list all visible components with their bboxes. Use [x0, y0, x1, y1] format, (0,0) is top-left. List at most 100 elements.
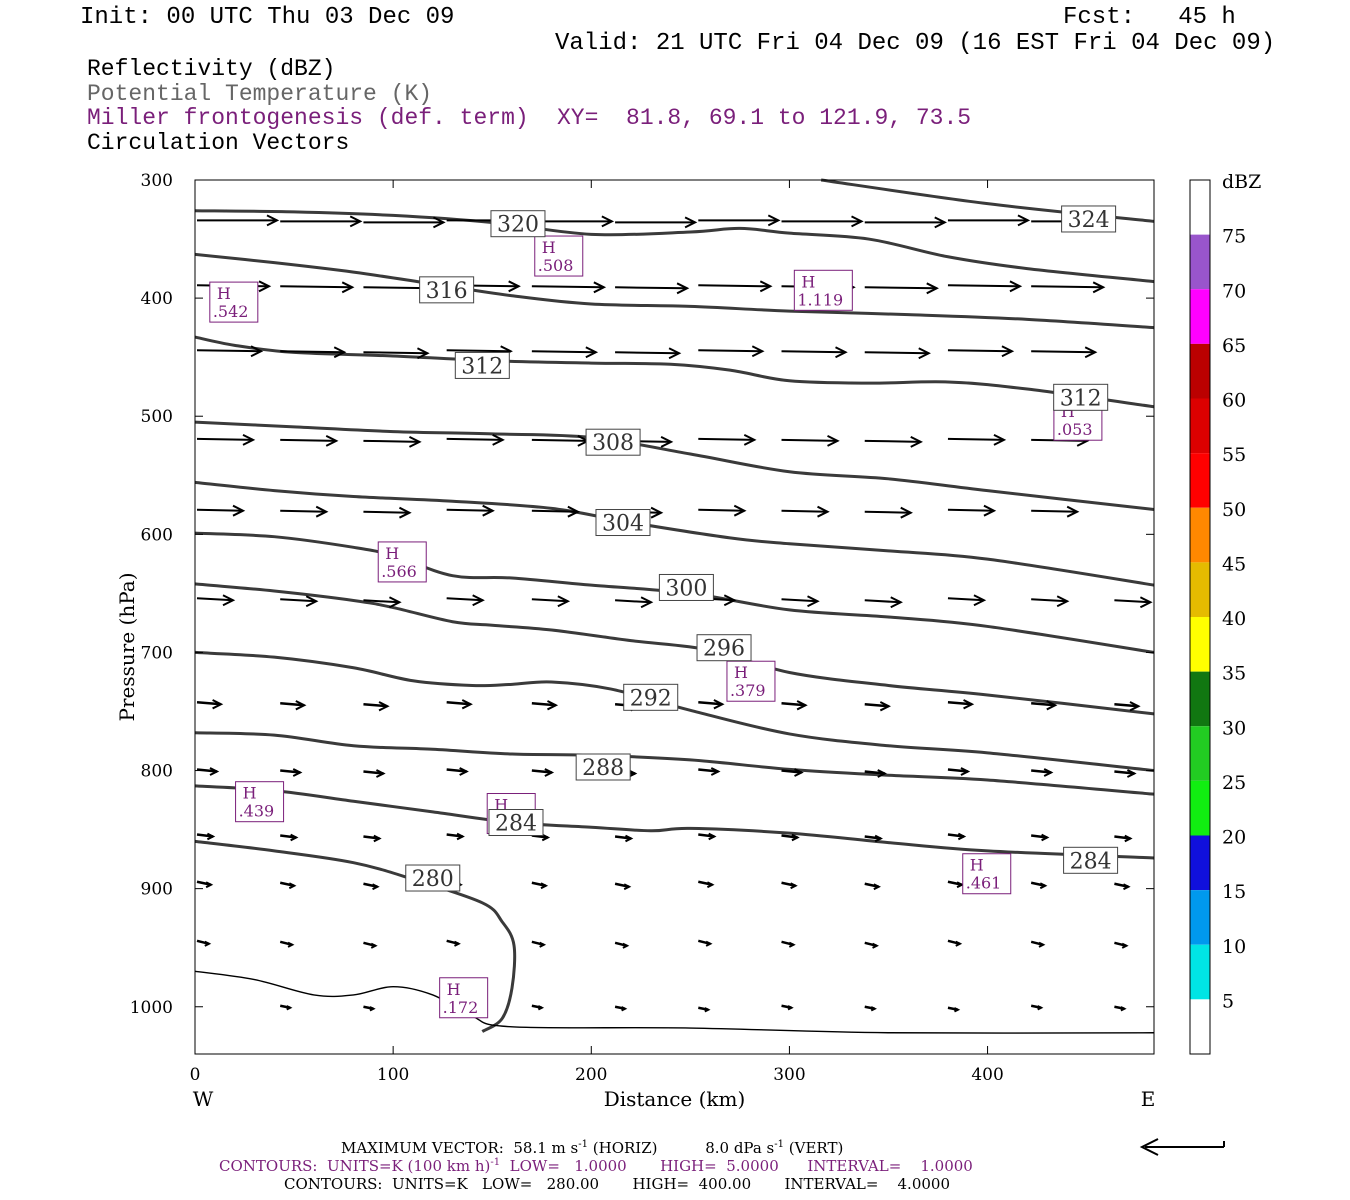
theta-label: 292	[630, 686, 672, 711]
theta-contour-line	[194, 420, 1155, 512]
colorbar-segment	[1190, 726, 1210, 781]
wind-vector-head	[918, 347, 931, 360]
wind-vector-head	[910, 435, 923, 448]
wind-vector	[864, 351, 929, 355]
x-tick-label: 400	[971, 1065, 1003, 1085]
frontogenesis-max-value: .439	[239, 802, 275, 821]
west-label: W	[193, 1087, 214, 1111]
wind-vector-head	[370, 942, 378, 949]
wind-vector-head	[767, 214, 781, 227]
frontogenesis-max-label: H	[970, 856, 984, 875]
wind-vector-head	[704, 1007, 711, 1013]
theta-label-box	[1061, 205, 1117, 233]
wind-vector	[864, 770, 885, 775]
theta-label-box	[623, 683, 679, 711]
colorbar-label: 75	[1222, 226, 1246, 248]
wind-vector-head	[796, 700, 808, 711]
theta-label: 316	[426, 279, 468, 304]
wind-vector	[446, 768, 467, 773]
theta-label: 296	[703, 637, 745, 662]
max-vector-line: MAXIMUM VECTOR: 58.1 m s-1 (HORIZ) 8.0 d…	[341, 1140, 843, 1156]
wind-vector	[615, 599, 652, 604]
wind-vector	[531, 769, 552, 774]
wind-vector	[947, 349, 1012, 353]
wind-vector	[280, 438, 337, 442]
colorbar-label: 35	[1222, 663, 1246, 685]
contours-frontogenesis-units: CONTOURS: UNITS=K (100 km h)	[219, 1157, 491, 1175]
wind-vector	[1114, 702, 1139, 708]
wind-vector	[781, 438, 838, 442]
theta-label-box	[658, 573, 714, 601]
frontogenesis-max-value: 1.119	[797, 290, 843, 309]
max-vector-vert: 8.0 dPa s	[705, 1139, 775, 1157]
x-tick-label: 0	[190, 1065, 201, 1085]
frontogenesis-max-box	[235, 781, 285, 823]
wind-vector	[781, 598, 818, 603]
contours-frontogenesis-exp: -1	[490, 1157, 501, 1168]
theta-label: 312	[461, 354, 503, 379]
wind-vector-head	[212, 699, 224, 710]
wind-vector-head	[640, 596, 654, 609]
colorbar-unit: dBZ	[1222, 171, 1261, 193]
colorbar-label: 65	[1222, 335, 1246, 357]
wind-vector-head	[926, 282, 939, 295]
wind-vector	[781, 769, 802, 774]
frontogenesis-max-label: H	[447, 980, 461, 999]
wind-vector-head	[1041, 833, 1050, 842]
wind-vector-head	[622, 942, 630, 949]
wind-vector-head	[398, 506, 412, 519]
wind-vector-head	[1121, 942, 1129, 949]
wind-vector	[196, 768, 218, 773]
wind-vector-head	[835, 346, 848, 359]
wind-vector	[446, 700, 471, 706]
y-tick-label: 800	[141, 762, 173, 782]
wind-vector	[698, 508, 745, 512]
wind-vector-head	[232, 504, 246, 517]
wind-vector-head	[541, 833, 551, 842]
theta-label-box	[454, 351, 510, 379]
theta-contours	[194, 178, 1155, 1034]
theta-label-box	[419, 276, 475, 304]
theta-contour-line	[194, 252, 1155, 330]
valid-time: Valid: 21 UTC Fri 04 Dec 09 (16 EST Fri …	[555, 30, 1276, 57]
wind-vector-head	[900, 506, 913, 519]
wind-vector-head	[1039, 882, 1048, 890]
wind-vector-head	[472, 594, 485, 607]
wind-vector	[864, 702, 889, 708]
wind-vector-head	[1123, 883, 1131, 891]
wind-vector	[196, 508, 244, 512]
colorbar-segment	[1190, 835, 1210, 891]
x-tick-label: 300	[773, 1065, 805, 1085]
wind-vector	[280, 598, 317, 603]
colorbar-label: 45	[1222, 553, 1246, 575]
wind-vector-head	[349, 215, 363, 228]
wind-vector-head	[242, 433, 256, 446]
wind-vector-head	[957, 832, 967, 841]
colorbar-segment	[1190, 562, 1210, 617]
wind-vector-head	[547, 700, 559, 711]
wind-vector-head	[295, 700, 307, 711]
wind-vector-head	[286, 1005, 293, 1011]
wind-vector	[615, 286, 688, 290]
wind-vector	[1031, 769, 1052, 774]
wind-vector	[363, 351, 428, 355]
y-axis-label: Pressure (hPa)	[115, 573, 139, 722]
colorbar-segment	[1190, 343, 1210, 399]
theta-contour-line	[194, 784, 1155, 860]
wind-vector-head	[963, 699, 975, 710]
theta-contour-line	[194, 531, 1155, 654]
wind-vector	[196, 437, 254, 441]
theta-label: 284	[1070, 849, 1112, 874]
wind-vector-head	[708, 832, 717, 841]
wind-vector-head	[209, 767, 220, 776]
colorbar-label: 5	[1222, 990, 1234, 1012]
wind-vector	[1114, 770, 1135, 775]
theta-label-box	[595, 509, 651, 537]
wind-vector-head	[373, 834, 382, 843]
frontogenesis-max-box	[209, 281, 259, 323]
theta-contour-line	[194, 839, 517, 1033]
theta-contour-line	[194, 970, 1155, 1034]
wind-vector	[280, 285, 353, 289]
colorbar-segment	[1190, 234, 1210, 290]
wind-vector-head	[954, 1007, 961, 1013]
